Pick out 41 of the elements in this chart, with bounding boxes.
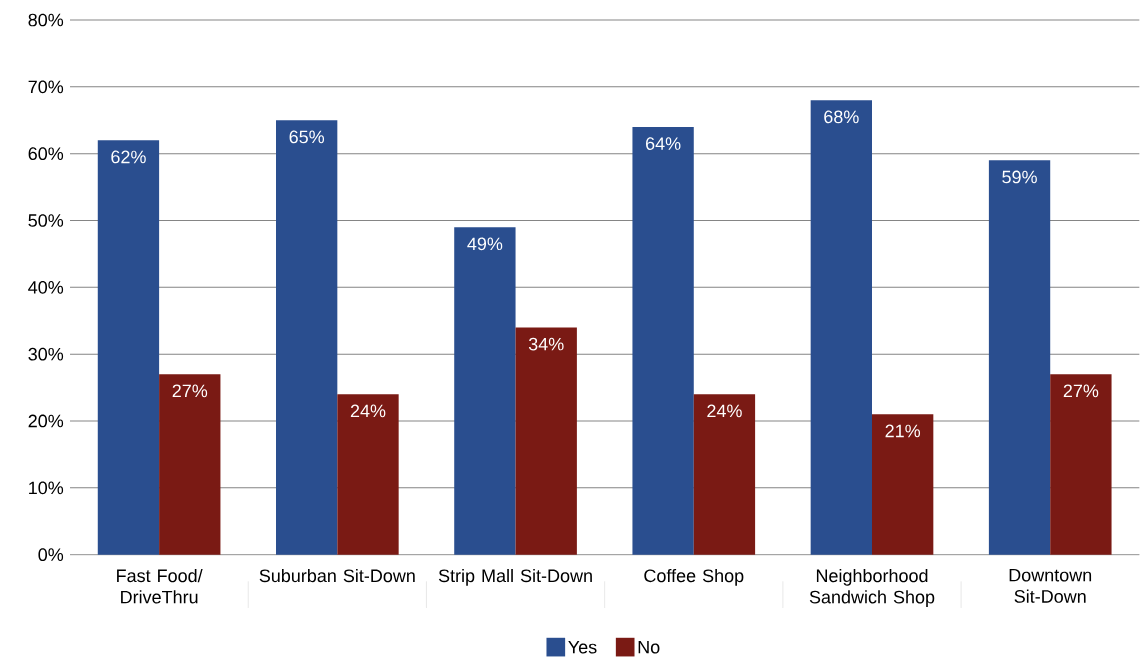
y-tick-label: 30%: [28, 347, 64, 361]
bar: [159, 374, 221, 555]
y-tick-label: 50%: [28, 214, 64, 228]
bar: [988, 160, 1051, 555]
x-tick-label: Coffee Shop: [644, 569, 744, 586]
bar: [1050, 374, 1112, 555]
data-label: 27%: [1063, 384, 1099, 398]
bar: [810, 100, 872, 555]
bar: [97, 140, 160, 555]
x-tick-label: Neighborhood Sandwich Shop: [809, 569, 935, 608]
y-tick-label: 20%: [28, 414, 64, 428]
data-label: 21%: [885, 424, 921, 438]
legend-label: No: [638, 641, 660, 654]
y-tick-label: 40%: [28, 281, 64, 294]
y-tick-label: 0%: [38, 548, 64, 562]
data-label: 24%: [707, 404, 742, 418]
y-tick-label: 80%: [28, 13, 64, 27]
y-tick-label: 60%: [28, 147, 64, 161]
bar: [693, 394, 756, 555]
x-tick-label: Downtown Sit-Down: [1009, 569, 1092, 603]
data-label: 27%: [172, 384, 208, 398]
bar: [872, 414, 934, 555]
data-label: 68%: [824, 110, 859, 124]
data-label: 65%: [289, 130, 325, 144]
legend-label: Yes: [568, 641, 597, 654]
x-tick-label: Suburban Sit-Down: [259, 569, 415, 583]
bar: [276, 120, 338, 555]
bar: [632, 127, 694, 555]
bar: [515, 327, 577, 555]
data-label: 24%: [350, 404, 386, 418]
data-label: 64%: [646, 137, 681, 151]
data-label: 59%: [1002, 170, 1037, 184]
y-tick-label: 10%: [29, 481, 64, 495]
data-label: 49%: [467, 237, 503, 251]
y-tick-label: 70%: [28, 80, 64, 94]
x-tick-label: Strip Mall Sit-Down: [438, 569, 592, 586]
data-label: 34%: [528, 337, 564, 351]
x-tick-label: Fast Food/ DriveThru: [117, 569, 203, 604]
bar: [454, 227, 516, 555]
data-label: 62%: [111, 150, 146, 164]
bar: [337, 394, 399, 555]
